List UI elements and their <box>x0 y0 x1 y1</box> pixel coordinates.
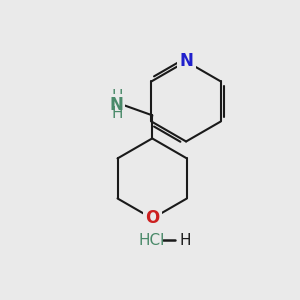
Text: H: H <box>111 106 122 121</box>
Text: HCl: HCl <box>138 232 165 247</box>
Text: H: H <box>111 88 122 104</box>
Text: H: H <box>180 232 191 247</box>
Text: N: N <box>179 52 193 70</box>
Text: N: N <box>110 95 124 113</box>
Text: O: O <box>145 209 159 227</box>
